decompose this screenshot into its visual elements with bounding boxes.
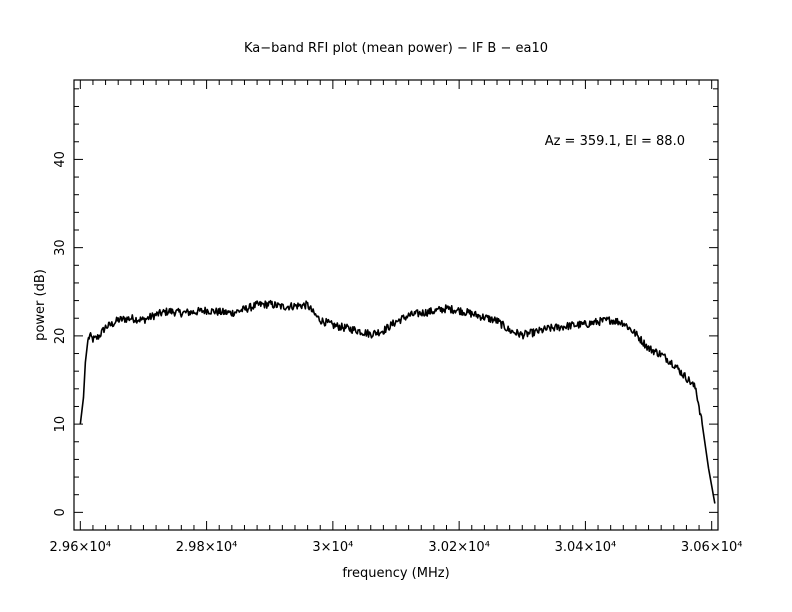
y-tick-labels: 0 10 20 30 40	[53, 151, 68, 516]
y-tick-label: 40	[53, 151, 68, 168]
x-tick-labels: 2.96×10⁴ 2.98×10⁴ 3×10⁴ 3.02×10⁴ 3.04×10⁴ 3.0…	[50, 540, 743, 555]
y-axis-label: power (dB)	[33, 269, 48, 341]
x-tick-label: 3.04×10⁴	[555, 540, 617, 555]
y-tick-label: 20	[53, 328, 68, 345]
series-line	[79, 299, 716, 504]
y-tick-label: 30	[53, 239, 68, 256]
y-tick-label: 0	[53, 508, 68, 516]
x-tick-label: 2.96×10⁴	[50, 540, 112, 555]
x-axis-label: frequency (MHz)	[342, 566, 449, 581]
x-tick-label: 3×10⁴	[312, 540, 353, 555]
y-tick-label: 10	[53, 416, 68, 433]
x-tick-label: 3.06×10⁴	[681, 540, 743, 555]
chart-title: Ka−band RFI plot (mean power) − IF B − e…	[244, 41, 548, 56]
x-tick-label: 2.98×10⁴	[176, 540, 238, 555]
az-el-annotation: Az = 359.1, El = 88.0	[545, 134, 685, 149]
x-tick-label: 3.02×10⁴	[428, 540, 490, 555]
axis-ticks	[74, 80, 718, 531]
